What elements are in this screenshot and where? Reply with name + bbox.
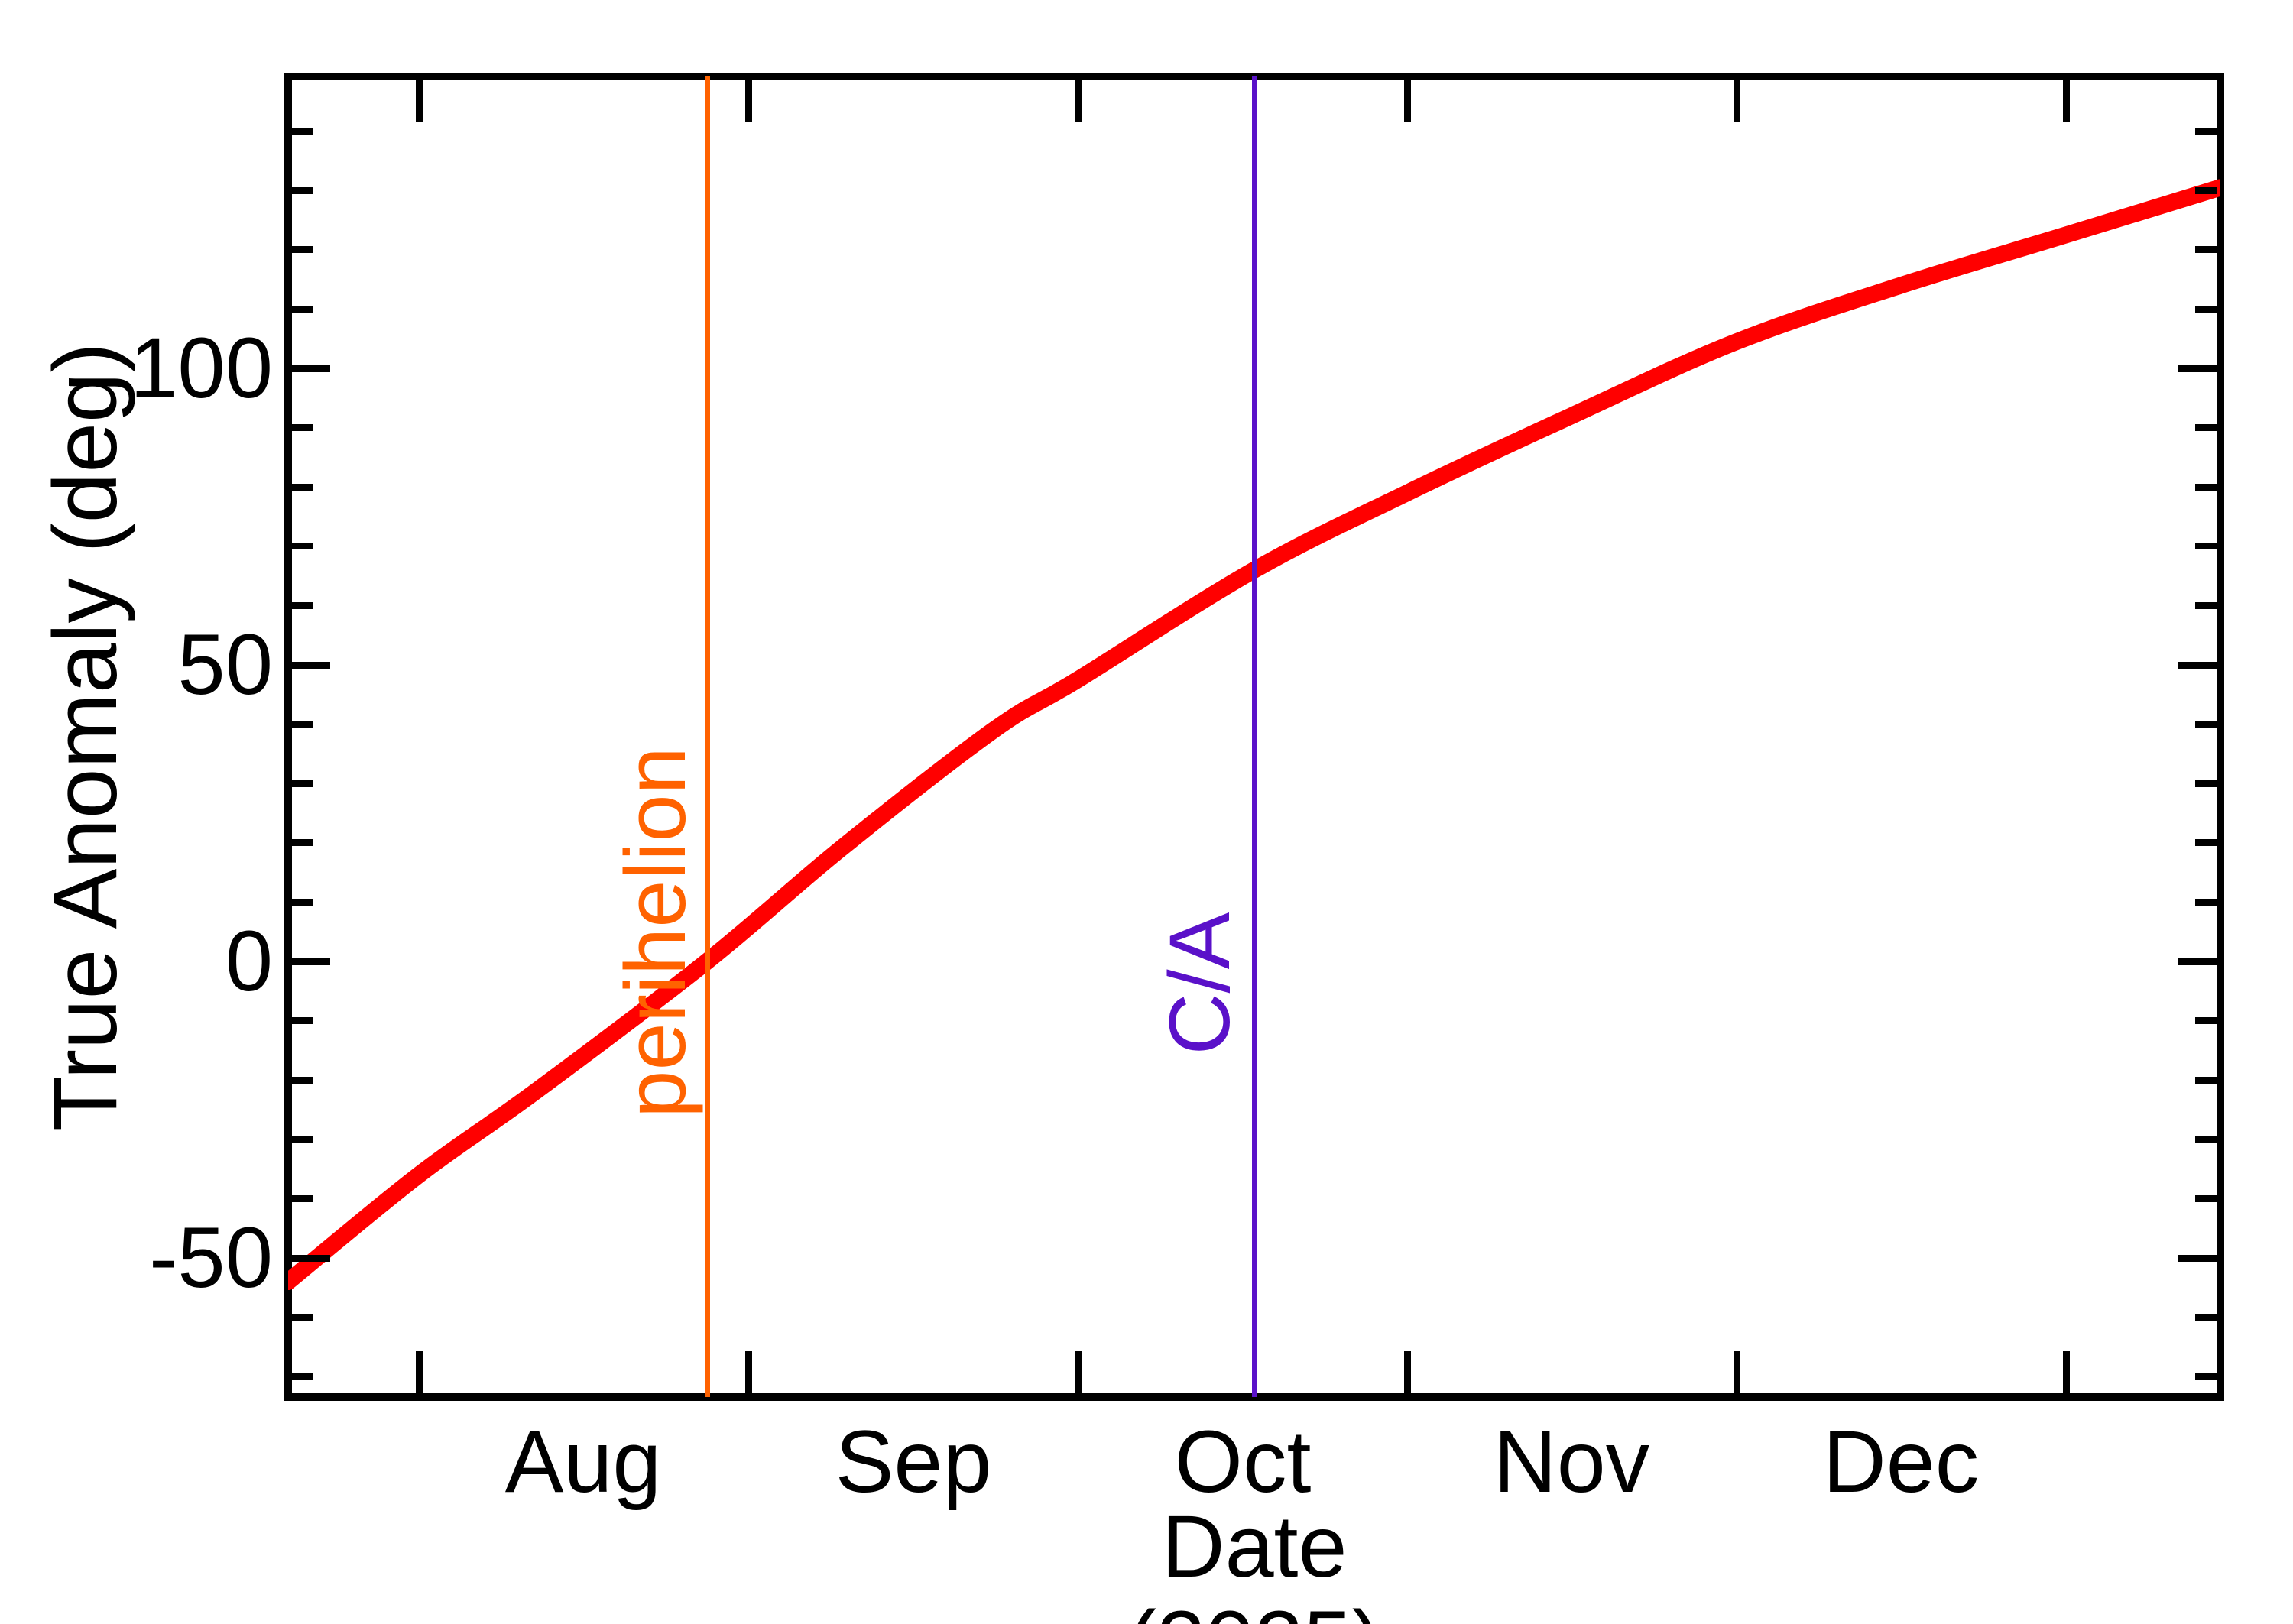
y-minor-tick-left	[292, 128, 313, 135]
x-major-tick-bottom	[1403, 1351, 1411, 1393]
y-minor-tick-left	[292, 898, 313, 906]
y-minor-tick-left	[292, 543, 313, 550]
y-minor-tick-left	[292, 1136, 313, 1143]
y-minor-tick-right	[2195, 543, 2217, 550]
y-minor-tick-left	[292, 186, 313, 194]
y-major-tick-left	[292, 365, 330, 372]
y-minor-tick-left	[292, 1017, 313, 1025]
y-major-tick-right	[2178, 958, 2217, 965]
y-minor-tick-right	[2195, 305, 2217, 313]
y-minor-tick-right	[2195, 898, 2217, 906]
y-tick-label: -50	[149, 1210, 273, 1305]
y-major-tick-left	[292, 1254, 330, 1262]
y-minor-tick-right	[2195, 1373, 2217, 1380]
y-minor-tick-left	[292, 246, 313, 254]
x-tick-label-oct: Oct	[1174, 1413, 1312, 1511]
y-major-tick-right	[2178, 1254, 2217, 1262]
curve-path	[288, 179, 2220, 1291]
y-minor-tick-left	[292, 1314, 313, 1321]
y-minor-tick-left	[292, 483, 313, 491]
x-major-tick-top	[2062, 80, 2070, 122]
ca-line	[1252, 76, 1257, 1397]
y-major-tick-right	[2178, 365, 2217, 372]
y-minor-tick-right	[2195, 128, 2217, 135]
y-minor-tick-left	[292, 839, 313, 847]
x-major-tick-top	[1403, 80, 1411, 122]
y-minor-tick-right	[2195, 1017, 2217, 1025]
x-axis-title: Date (2025)	[1127, 1498, 1381, 1624]
x-major-tick-bottom	[1074, 1351, 1082, 1393]
y-minor-tick-right	[2195, 186, 2217, 194]
x-tick-label-sep: Sep	[835, 1413, 992, 1511]
x-major-tick-bottom	[1733, 1351, 1740, 1393]
x-major-tick-top	[1074, 80, 1082, 122]
y-minor-tick-right	[2195, 721, 2217, 728]
x-major-tick-bottom	[415, 1351, 423, 1393]
y-minor-tick-right	[2195, 246, 2217, 254]
true-anomaly-curve	[288, 179, 2220, 1291]
x-major-tick-top	[744, 80, 752, 122]
y-axis-title: True Anomaly (deg)	[35, 342, 136, 1131]
y-major-tick-left	[292, 661, 330, 669]
y-minor-tick-left	[292, 601, 313, 609]
y-minor-tick-left	[292, 780, 313, 787]
y-tick-label: 50	[177, 617, 273, 712]
y-minor-tick-right	[2195, 1136, 2217, 1143]
x-major-tick-bottom	[2062, 1351, 2070, 1393]
y-minor-tick-right	[2195, 1076, 2217, 1084]
y-minor-tick-right	[2195, 839, 2217, 847]
y-minor-tick-right	[2195, 1314, 2217, 1321]
x-major-tick-top	[1733, 80, 1740, 122]
y-minor-tick-right	[2195, 483, 2217, 491]
perihelion-label: perihelion	[608, 747, 703, 1118]
y-minor-tick-left	[292, 305, 313, 313]
y-minor-tick-left	[292, 1076, 313, 1084]
y-minor-tick-left	[292, 1373, 313, 1380]
y-minor-tick-left	[292, 721, 313, 728]
y-major-tick-left	[292, 958, 330, 965]
y-minor-tick-right	[2195, 601, 2217, 609]
y-minor-tick-left	[292, 1194, 313, 1202]
y-minor-tick-left	[292, 424, 313, 432]
y-tick-label: 100	[130, 320, 273, 416]
y-tick-label: 0	[225, 913, 273, 1009]
x-tick-label-aug: Aug	[504, 1413, 662, 1511]
ca-label: C/A	[1152, 912, 1247, 1055]
perihelion-line	[704, 76, 710, 1397]
x-major-tick-bottom	[744, 1351, 752, 1393]
y-minor-tick-right	[2195, 424, 2217, 432]
x-major-tick-top	[415, 80, 423, 122]
x-tick-label-dec: Dec	[1822, 1413, 1980, 1511]
y-minor-tick-right	[2195, 780, 2217, 787]
x-tick-label-nov: Nov	[1493, 1413, 1650, 1511]
y-major-tick-right	[2178, 661, 2217, 669]
y-minor-tick-right	[2195, 1194, 2217, 1202]
